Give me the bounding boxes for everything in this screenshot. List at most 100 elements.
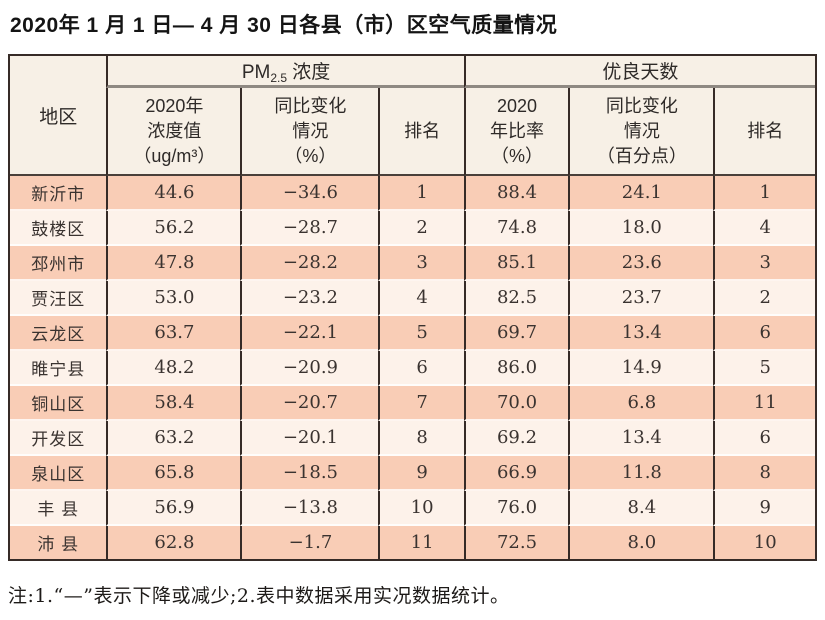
cell-rate-change: 23.6 <box>568 246 714 281</box>
cell-rate-change: 6.8 <box>568 386 714 421</box>
header-line: 2020年 <box>145 95 204 116</box>
cell-pm-value: 56.9 <box>106 491 241 526</box>
cell-region: 新沂市 <box>10 176 107 211</box>
cell-rate: 69.2 <box>463 421 569 456</box>
cell-pm-change: −1.7 <box>240 526 379 559</box>
cell-pm-value: 63.7 <box>106 316 241 351</box>
cell-region: 邳州市 <box>10 246 107 281</box>
pm-label: 浓度 <box>287 61 331 83</box>
header-rate-rank: 排名 <box>713 88 815 176</box>
header-line: 2020 <box>496 95 538 116</box>
table-row: 泉山区 65.8 −18.5 9 66.9 11.8 8 <box>10 456 815 491</box>
cell-rate-rank: 8 <box>713 456 815 491</box>
cell-pm-rank: 7 <box>378 386 464 421</box>
cell-rate-rank: 6 <box>713 316 815 351</box>
cell-pm-rank: 11 <box>378 526 464 559</box>
cell-rate: 88.4 <box>463 176 569 211</box>
cell-rate: 86.0 <box>463 351 569 386</box>
cell-pm-rank: 4 <box>378 281 464 316</box>
header-line: 同比变化 <box>605 95 678 116</box>
cell-pm-value: 58.4 <box>106 386 241 421</box>
header-line: （%） <box>490 145 543 166</box>
cell-region: 睢宁县 <box>10 351 107 386</box>
cell-pm-rank: 8 <box>378 421 464 456</box>
cell-pm-value: 56.2 <box>106 211 241 246</box>
cell-region: 鼓楼区 <box>10 211 107 246</box>
cell-rate-rank: 5 <box>713 351 815 386</box>
table-row: 鼓楼区 56.2 −28.7 2 74.8 18.0 4 <box>10 211 815 246</box>
cell-rate-rank: 9 <box>713 491 815 526</box>
cell-rate-change: 18.0 <box>568 211 714 246</box>
sub-header-row: 2020年 浓度值 （ug/m³） 同比变化 情况 （%） 排名 2020 年比… <box>10 88 815 176</box>
pm-text: PM <box>241 61 271 83</box>
header-group-good-days: 优良天数 <box>463 56 815 88</box>
table-row: 贾汪区 53.0 −23.2 4 82.5 23.7 2 <box>10 281 815 316</box>
header-line: 年比率 <box>489 120 544 141</box>
header-line: 情况 <box>623 120 660 141</box>
header-pm-change: 同比变化 情况 （%） <box>240 88 379 176</box>
cell-pm-rank: 2 <box>378 211 464 246</box>
cell-pm-rank: 10 <box>378 491 464 526</box>
cell-region: 云龙区 <box>10 316 107 351</box>
cell-pm-change: −18.5 <box>240 456 379 491</box>
cell-rate-rank: 2 <box>713 281 815 316</box>
cell-region: 开发区 <box>10 421 107 456</box>
page-title: 2020年 1 月 1 日— 4 月 30 日各县（市）区空气质量情况 <box>10 14 558 37</box>
header-line: 情况 <box>292 120 329 141</box>
cell-rate-change: 13.4 <box>568 421 714 456</box>
cell-rate-change: 11.8 <box>568 456 714 491</box>
table-header: 地区 PM2.5 浓度 优良天数 2020年 浓度值 （ug/m³） 同比变化 … <box>10 56 815 176</box>
table-row: 睢宁县 48.2 −20.9 6 86.0 14.9 5 <box>10 351 815 386</box>
header-region: 地区 <box>10 56 107 176</box>
footnote: 注:1.“—”表示下降或减少;2.表中数据采用实况数据统计。 <box>8 585 510 607</box>
cell-pm-value: 63.2 <box>106 421 241 456</box>
cell-rate-change: 23.7 <box>568 281 714 316</box>
cell-region: 丰 县 <box>10 491 107 526</box>
table-body: 新沂市 44.6 −34.6 1 88.4 24.1 1 鼓楼区 56.2 −2… <box>10 176 815 559</box>
cell-rate: 74.8 <box>463 211 569 246</box>
cell-rate-rank: 1 <box>713 176 815 211</box>
cell-region: 沛 县 <box>10 526 107 559</box>
cell-rate-rank: 11 <box>713 386 815 421</box>
header-line: （%） <box>284 145 337 166</box>
header-line: 浓度值 <box>147 120 202 141</box>
cell-pm-change: −22.1 <box>240 316 379 351</box>
cell-rate-change: 24.1 <box>568 176 714 211</box>
cell-rate-change: 13.4 <box>568 316 714 351</box>
cell-rate: 85.1 <box>463 246 569 281</box>
cell-pm-rank: 3 <box>378 246 464 281</box>
cell-pm-change: −20.1 <box>240 421 379 456</box>
cell-rate: 82.5 <box>463 281 569 316</box>
air-quality-table: 地区 PM2.5 浓度 优良天数 2020年 浓度值 （ug/m³） 同比变化 … <box>8 54 817 561</box>
cell-rate: 66.9 <box>463 456 569 491</box>
cell-pm-change: −23.2 <box>240 281 379 316</box>
table-row: 铜山区 58.4 −20.7 7 70.0 6.8 11 <box>10 386 815 421</box>
table-row: 云龙区 63.7 −22.1 5 69.7 13.4 6 <box>10 316 815 351</box>
cell-rate: 72.5 <box>463 526 569 559</box>
header-pm-value: 2020年 浓度值 （ug/m³） <box>106 88 241 176</box>
group-header-row: 地区 PM2.5 浓度 优良天数 <box>10 56 815 176</box>
cell-rate-rank: 4 <box>713 211 815 246</box>
cell-rate: 69.7 <box>463 316 569 351</box>
cell-rate: 70.0 <box>463 386 569 421</box>
cell-pm-change: −28.2 <box>240 246 379 281</box>
table-row: 新沂市 44.6 −34.6 1 88.4 24.1 1 <box>10 176 815 211</box>
table-row: 邳州市 47.8 −28.2 3 85.1 23.6 3 <box>10 246 815 281</box>
header-rate-change: 同比变化 情况 （百分点） <box>568 88 714 176</box>
cell-pm-value: 65.8 <box>106 456 241 491</box>
cell-pm-change: −28.7 <box>240 211 379 246</box>
pm-subscript: 2.5 <box>270 70 288 85</box>
header-line: 同比变化 <box>274 95 347 116</box>
cell-region: 贾汪区 <box>10 281 107 316</box>
cell-rate-rank: 6 <box>713 421 815 456</box>
cell-pm-change: −13.8 <box>240 491 379 526</box>
cell-pm-rank: 1 <box>378 176 464 211</box>
cell-rate-rank: 10 <box>713 526 815 559</box>
table-row: 丰 县 56.9 −13.8 10 76.0 8.4 9 <box>10 491 815 526</box>
cell-pm-change: −34.6 <box>240 176 379 211</box>
cell-rate-change: 8.0 <box>568 526 714 559</box>
header-pm-rank: 排名 <box>378 88 464 176</box>
cell-pm-rank: 6 <box>378 351 464 386</box>
cell-pm-rank: 5 <box>378 316 464 351</box>
